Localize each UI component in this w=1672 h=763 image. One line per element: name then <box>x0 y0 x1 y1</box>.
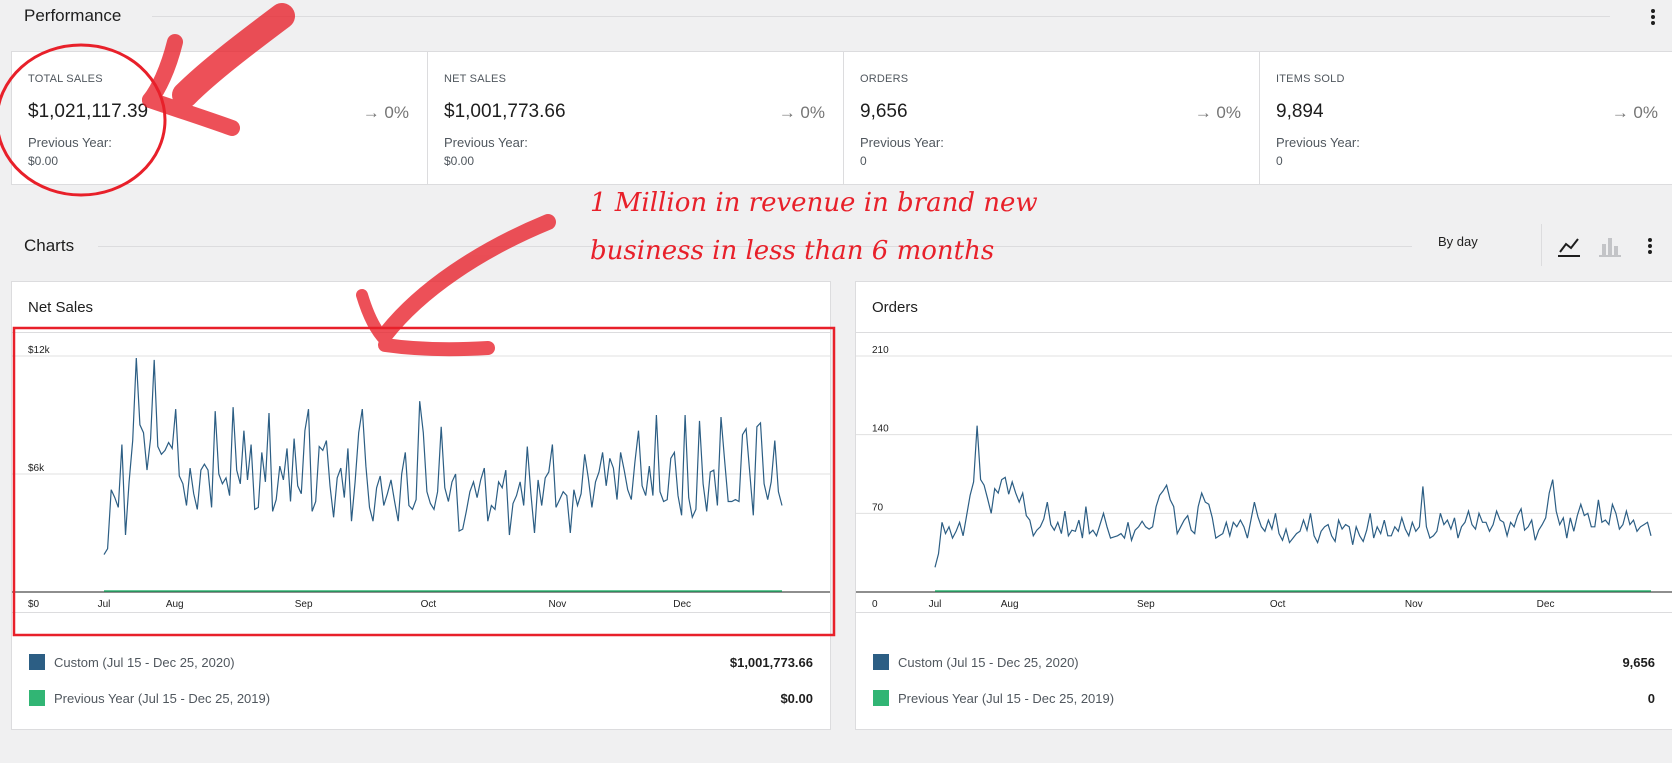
arrow-right-icon: → <box>1611 103 1634 122</box>
performance-menu-button[interactable] <box>1645 6 1661 28</box>
perf-value: 9,894 <box>1276 101 1324 122</box>
legend-item-current[interactable]: Custom (Jul 15 - Dec 25, 2020) 9,656 <box>873 652 1655 672</box>
line-chart-icon[interactable] <box>1556 234 1582 258</box>
chart-title: Net Sales <box>28 299 94 316</box>
performance-divider <box>152 16 1610 17</box>
perf-label: ITEMS SOLD <box>1276 73 1345 85</box>
chart-title: Orders <box>872 299 918 316</box>
arrow-right-icon: → <box>1194 103 1217 122</box>
x-tick-label: Sep <box>295 599 313 610</box>
perf-value: $1,021,117.39 <box>28 101 149 122</box>
legend-divider <box>12 612 830 613</box>
perf-label: NET SALES <box>444 73 507 85</box>
perf-prev-value: $0.00 <box>28 154 59 168</box>
perf-card-items-sold[interactable]: ITEMS SOLD 9,894 → 0% Previous Year: 0 <box>1260 52 1672 184</box>
x-tick-label: Nov <box>548 599 566 610</box>
perf-prev-label: Previous Year: <box>1276 135 1360 150</box>
x-tick-label: Jul <box>929 599 942 610</box>
legend-label: Custom (Jul 15 - Dec 25, 2020) <box>54 655 235 670</box>
y-tick-label: 140 <box>872 424 889 435</box>
performance-title: Performance <box>24 6 122 25</box>
legend-item-previous[interactable]: Previous Year (Jul 15 - Dec 25, 2019) 0 <box>873 688 1655 708</box>
legend-swatch <box>29 690 45 706</box>
x-tick-label: Aug <box>1001 599 1019 610</box>
legend-value: 0 <box>1647 691 1655 706</box>
chart-divider <box>856 332 1672 333</box>
perf-delta-value: 0% <box>384 103 409 122</box>
x-tick-label: Oct <box>1270 599 1286 610</box>
y-tick-label: $0 <box>28 599 40 610</box>
legend-label: Custom (Jul 15 - Dec 25, 2020) <box>898 655 1079 670</box>
legend-value: $0.00 <box>780 691 813 706</box>
charts-menu-button[interactable] <box>1642 235 1658 257</box>
perf-delta-value: 0% <box>1216 103 1241 122</box>
y-tick-label: 70 <box>872 502 884 513</box>
legend-value: 9,656 <box>1622 655 1655 670</box>
perf-value: $1,001,773.66 <box>444 101 566 122</box>
perf-card-net-sales[interactable]: NET SALES $1,001,773.66 → 0% Previous Ye… <box>428 52 844 184</box>
perf-prev-value: $0.00 <box>444 154 475 168</box>
perf-prev-value: 0 <box>1276 154 1283 168</box>
perf-prev-label: Previous Year: <box>444 135 528 150</box>
toolbar-divider <box>1541 224 1542 266</box>
x-tick-label: Jul <box>98 599 111 610</box>
legend-value: $1,001,773.66 <box>729 655 813 670</box>
legend-swatch <box>873 690 889 706</box>
perf-delta: → 0% <box>779 103 825 123</box>
legend-item-current[interactable]: Custom (Jul 15 - Dec 25, 2020) $1,001,77… <box>29 652 813 672</box>
x-tick-label: Dec <box>1537 599 1555 610</box>
legend-divider <box>856 612 1672 613</box>
y-tick-label: $6k <box>28 463 45 474</box>
perf-card-orders[interactable]: ORDERS 9,656 → 0% Previous Year: 0 <box>844 52 1260 184</box>
charts-divider <box>98 246 1412 247</box>
perf-value: 9,656 <box>860 101 908 122</box>
legend-label: Previous Year (Jul 15 - Dec 25, 2019) <box>898 691 1115 706</box>
y-tick-label: $12k <box>28 345 51 356</box>
perf-delta: → 0% <box>363 103 409 123</box>
arrow-right-icon: → <box>778 103 801 122</box>
annotation-text-line2: business in less than 6 months <box>590 236 995 266</box>
perf-prev-label: Previous Year: <box>860 135 944 150</box>
charts-header: Charts <box>0 230 1672 260</box>
perf-label: ORDERS <box>860 73 909 85</box>
perf-prev-label: Previous Year: <box>28 135 112 150</box>
perf-card-total-sales[interactable]: TOTAL SALES $1,021,117.39 → 0% Previous … <box>12 52 428 184</box>
y-tick-label: 210 <box>872 345 889 356</box>
x-tick-label: Oct <box>421 599 437 610</box>
perf-delta-value: 0% <box>800 103 825 122</box>
performance-header: Performance <box>0 0 1672 30</box>
orders-chart-card: Orders 070140210Jul2020AugSepOctNovDec C… <box>855 281 1672 730</box>
net-sales-chart-card: Net Sales $0$6k$12kJul2020AugSepOctNovDe… <box>11 281 831 730</box>
x-tick-label: Sep <box>1137 599 1155 610</box>
legend-swatch <box>873 654 889 670</box>
perf-prev-value: 0 <box>860 154 867 168</box>
arrow-right-icon: → <box>362 103 385 122</box>
x-tick-label: Nov <box>1405 599 1423 610</box>
series-line-current <box>934 425 1652 568</box>
performance-cards: TOTAL SALES $1,021,117.39 → 0% Previous … <box>11 51 1672 185</box>
perf-delta-value: 0% <box>1633 103 1658 122</box>
charts-title: Charts <box>24 236 75 255</box>
perf-delta: → 0% <box>1195 103 1241 123</box>
perf-delta: → 0% <box>1612 103 1658 123</box>
bar-chart-icon[interactable] <box>1597 234 1623 258</box>
legend-item-previous[interactable]: Previous Year (Jul 15 - Dec 25, 2019) $0… <box>29 688 813 708</box>
legend-swatch <box>29 654 45 670</box>
orders-line-chart[interactable]: 070140210Jul2020AugSepOctNovDec <box>856 333 1672 612</box>
x-tick-label: Dec <box>673 599 691 610</box>
legend-label: Previous Year (Jul 15 - Dec 25, 2019) <box>54 691 271 706</box>
x-tick-label: Aug <box>166 599 184 610</box>
perf-label: TOTAL SALES <box>28 73 103 85</box>
net-sales-line-chart[interactable]: $0$6k$12kJul2020AugSepOctNovDec <box>12 333 830 612</box>
y-tick-label: 0 <box>872 599 878 610</box>
interval-select[interactable]: By day <box>1438 234 1478 249</box>
annotation-text-line1: 1 Million in revenue in brand new <box>590 188 1038 218</box>
series-line-current <box>103 357 783 555</box>
